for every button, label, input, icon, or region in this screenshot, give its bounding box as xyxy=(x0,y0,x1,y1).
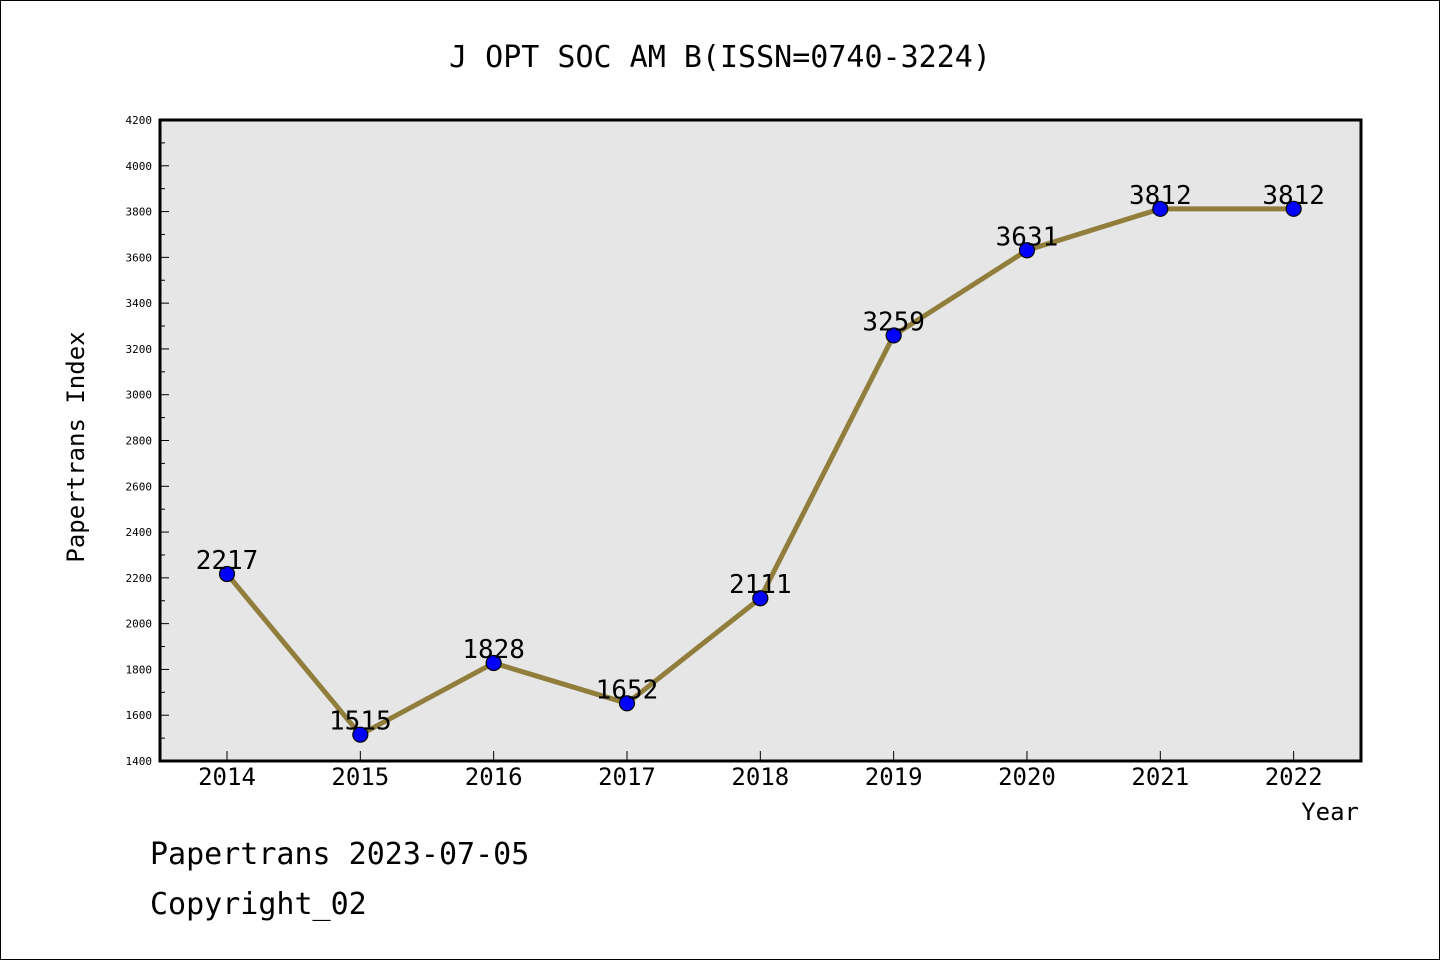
y-tick-label: 3400 xyxy=(126,297,153,310)
y-tick-label: 2800 xyxy=(126,435,153,448)
y-tick-label: 1800 xyxy=(126,663,153,676)
y-tick-label: 2400 xyxy=(126,526,153,539)
y-tick-label: 2200 xyxy=(126,572,153,585)
y-axis: 1400 1600 1800 2000 2200 2400 2600 2800 3000 3200… xyxy=(126,114,169,768)
footer-copyright: Copyright_02 xyxy=(150,887,367,922)
y-tick-label: 4200 xyxy=(126,114,153,127)
x-tick-label: 2014 xyxy=(198,763,256,791)
chart-title: J OPT SOC AM B(ISSN=0740-3224) xyxy=(449,40,991,75)
x-tick-label: 2019 xyxy=(865,763,923,791)
y-tick-label: 4000 xyxy=(126,160,153,173)
y-tick-label: 3600 xyxy=(126,251,153,264)
data-point xyxy=(1285,200,1302,217)
y-tick-label: 1600 xyxy=(126,709,153,722)
y-tick-label: 2600 xyxy=(126,480,153,493)
x-tick-label: 2016 xyxy=(465,763,523,791)
data-point xyxy=(1152,200,1169,217)
data-point xyxy=(485,654,502,672)
x-tick-label: 2022 xyxy=(1265,763,1323,791)
y-tick-label: 3800 xyxy=(126,206,153,219)
x-axis-title: Year xyxy=(1301,798,1359,826)
data-label: 1652 xyxy=(596,675,659,705)
data-label: 3631 xyxy=(996,222,1059,252)
data-point xyxy=(618,695,636,712)
data-point xyxy=(752,590,769,607)
data-label: 1828 xyxy=(462,635,525,665)
footer-date: Papertrans 2023-07-05 xyxy=(150,837,529,872)
data-label: 2217 xyxy=(196,546,259,576)
data-label: 1515 xyxy=(329,707,392,737)
x-tick-label: 2021 xyxy=(1131,763,1189,791)
data-label: 3812 xyxy=(1262,181,1325,211)
x-tick-label: 2017 xyxy=(598,763,656,791)
data-point xyxy=(218,565,236,583)
data-points xyxy=(218,200,1302,743)
x-tick-label: 2020 xyxy=(998,763,1056,791)
data-point xyxy=(885,327,902,344)
x-tick-label: 2018 xyxy=(731,763,789,791)
y-tick-label: 1400 xyxy=(126,755,153,768)
data-label: 2111 xyxy=(729,570,792,600)
y-tick-label: 2000 xyxy=(126,618,153,631)
data-labels: 2217 1515 1828 1652 2111 3259 3631 3812 3812 xyxy=(196,181,1325,737)
data-label: 3259 xyxy=(862,307,925,337)
plot-area xyxy=(158,118,1363,763)
y-axis-title: Papertrans Index xyxy=(62,331,90,562)
data-point xyxy=(352,726,369,743)
y-tick-label: 3000 xyxy=(126,389,153,402)
data-point xyxy=(1018,242,1036,259)
y-tick-label: 3200 xyxy=(126,343,153,356)
x-axis: 2014 2015 2016 2017 2018 2019 2020 2021 2022 xyxy=(198,751,1323,791)
data-label: 3812 xyxy=(1129,181,1192,211)
x-tick-label: 2015 xyxy=(331,763,389,791)
